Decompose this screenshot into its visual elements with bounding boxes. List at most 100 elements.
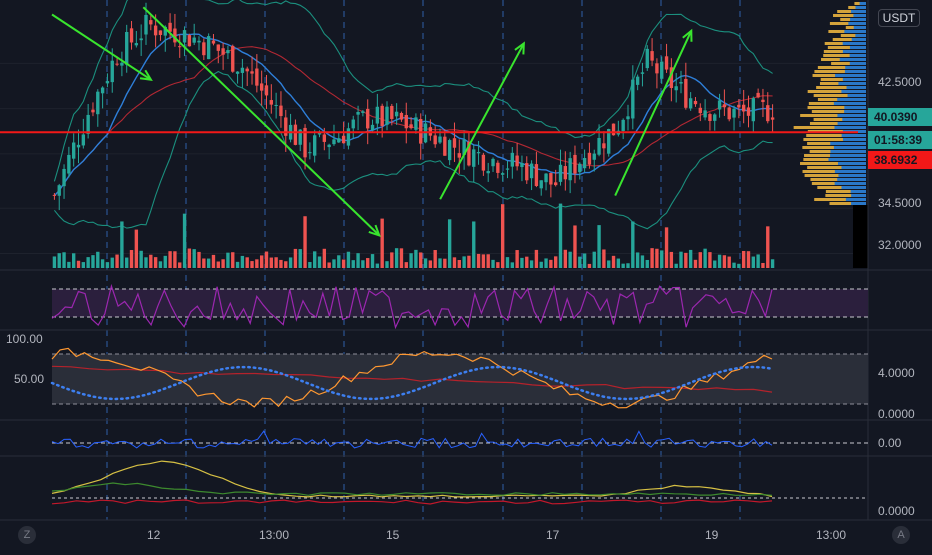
candle-body (115, 63, 119, 65)
volume-bar (134, 229, 139, 268)
volume-profile-bar (841, 166, 866, 169)
candle-body (520, 163, 524, 168)
price-axis[interactable]: 42.5000 34.5000 32.0000 40.0390 01:58:39… (868, 75, 932, 252)
volume-profile-bar (849, 46, 866, 49)
candle-body (206, 36, 211, 60)
volume-bar (269, 257, 273, 268)
candle-body (192, 37, 196, 43)
volume-bar (717, 254, 722, 268)
volume-bar (563, 249, 568, 268)
volume-profile-bar (840, 34, 866, 37)
volume-bar (607, 260, 611, 268)
volume-profile-bar (844, 110, 866, 113)
candle-body (554, 182, 558, 186)
candle-body (539, 180, 543, 189)
candle-body (197, 40, 201, 43)
volume-bar (197, 251, 201, 268)
candle-body (168, 22, 172, 32)
volume-bar (602, 249, 606, 268)
volume-profile-bar (838, 82, 866, 85)
volume-bar (727, 256, 731, 268)
volume-bar (616, 258, 621, 268)
volume-bar (529, 260, 534, 268)
volume-bar (515, 250, 519, 268)
volume-bar (399, 248, 404, 268)
volume-bar (308, 262, 312, 268)
currency-selector[interactable]: USDT (878, 9, 920, 27)
volume-bar (187, 248, 192, 268)
candle-body (741, 104, 746, 112)
candle-body (688, 98, 693, 109)
stoch-right-tick: 4.0000 (878, 366, 915, 380)
volume-profile-bar (841, 134, 866, 137)
time-tick: 13:00 (259, 528, 289, 542)
volume-profile-bar (842, 78, 866, 81)
stoch-band (52, 354, 868, 404)
trend-arrow (51, 13, 152, 81)
volume-bar (110, 257, 114, 268)
adx-line (51, 460, 773, 498)
volume-profile-bar (830, 154, 866, 157)
trend-arrows[interactable] (51, 6, 693, 238)
auto-scale-badge[interactable]: A (892, 526, 910, 544)
volume-profile-bar (834, 182, 866, 185)
trend-arrow-head (682, 28, 693, 42)
volume-bar (366, 258, 370, 268)
volume-profile-bar (845, 66, 866, 69)
candle-body (462, 139, 466, 155)
volume-bar (76, 260, 81, 268)
candle-body (62, 168, 66, 187)
volume-bar (481, 254, 486, 268)
candle-body (766, 105, 770, 122)
volume-bar (298, 249, 302, 268)
volume-bar (390, 252, 394, 268)
volume-profile-bar (851, 10, 866, 13)
volume-bar (317, 256, 322, 268)
candle-body (366, 108, 370, 129)
volume-profile-bar (849, 54, 866, 57)
volume-bar (380, 218, 384, 268)
volume-bar (394, 248, 399, 268)
candle-body (337, 138, 341, 143)
candle-body (481, 154, 486, 171)
volume-bar (129, 250, 134, 268)
volume-bar (703, 248, 707, 268)
volume-bar (139, 250, 143, 268)
volume-profile-bar (833, 14, 866, 17)
volume-profile-bar (851, 38, 866, 41)
volume-bar (433, 250, 437, 268)
volume-profile-bar (793, 126, 866, 129)
candle-body (313, 135, 317, 156)
time-axis[interactable]: 12 13:00 15 17 19 13:00 (147, 528, 846, 542)
candle-body (100, 87, 105, 94)
candle-body (703, 110, 707, 118)
candle-body (81, 134, 86, 146)
price-tick: 42.5000 (878, 75, 922, 89)
candle-body (327, 144, 331, 148)
volume-bar (660, 250, 664, 268)
volume-bar (385, 261, 389, 268)
timezone-badge[interactable]: Z (18, 526, 36, 544)
volume-profile-bar (837, 98, 866, 101)
candle-body (558, 164, 563, 182)
price-tick: 32.0000 (878, 238, 922, 252)
volume-profile-bar (842, 50, 866, 53)
volume-bar (510, 262, 514, 268)
volume-bar (587, 263, 592, 268)
candle-body (264, 85, 269, 96)
volume-bar (221, 259, 225, 268)
volume-profile-bar (842, 42, 866, 45)
candle-body (226, 50, 230, 54)
candle-body (621, 119, 625, 132)
candle-body (438, 136, 442, 143)
candle-body (597, 138, 601, 155)
candle-body (708, 114, 712, 121)
candle-body (385, 106, 389, 125)
volume-bar (635, 252, 640, 268)
candle-body (549, 173, 553, 185)
volume-bar (751, 256, 755, 268)
candle-body (86, 114, 90, 134)
candle-body (529, 163, 534, 179)
